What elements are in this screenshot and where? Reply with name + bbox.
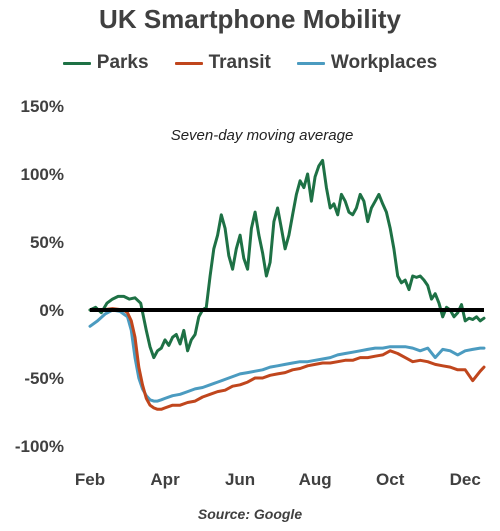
legend-item-parks: Parks <box>62 52 149 74</box>
y-tick-label: -100% <box>15 437 64 456</box>
legend-item-workplaces: Workplaces <box>296 52 438 74</box>
x-tick-label: Dec <box>450 470 481 489</box>
legend-item-transit: Transit <box>174 52 271 74</box>
x-tick-label: Aug <box>299 470 332 489</box>
x-tick-label: Oct <box>376 470 405 489</box>
legend-label-workplaces: Workplaces <box>330 52 438 73</box>
series-line-parks <box>88 158 486 360</box>
y-tick-label: 0% <box>39 301 64 320</box>
legend: Parks Transit Workplaces <box>0 52 500 74</box>
x-axis-ticks: Feb Apr Jun Aug Oct Dec <box>75 470 481 489</box>
y-tick-label: 150% <box>21 97 64 116</box>
legend-label-parks: Parks <box>96 52 149 73</box>
legend-swatch-parks <box>62 61 91 65</box>
legend-swatch-transit <box>174 61 203 65</box>
chart-annotation: Seven-day moving average <box>171 127 354 144</box>
y-tick-label: -50% <box>24 369 64 388</box>
legend-label-transit: Transit <box>208 52 271 73</box>
y-tick-label: 50% <box>30 233 64 252</box>
series-line-transit <box>88 307 486 411</box>
x-tick-label: Apr <box>150 470 180 489</box>
chart-title: UK Smartphone Mobility <box>99 4 401 34</box>
series-layer <box>88 158 486 411</box>
x-tick-label: Feb <box>75 470 105 489</box>
y-axis-ticks: 150% 100% 50% 0% -50% -100% <box>15 97 64 456</box>
x-tick-label: Jun <box>225 470 255 489</box>
series-line-workplaces <box>88 308 486 403</box>
y-tick-label: 100% <box>21 165 64 184</box>
legend-swatch-workplaces <box>296 61 325 65</box>
chart-source: Source: Google <box>197 506 303 522</box>
